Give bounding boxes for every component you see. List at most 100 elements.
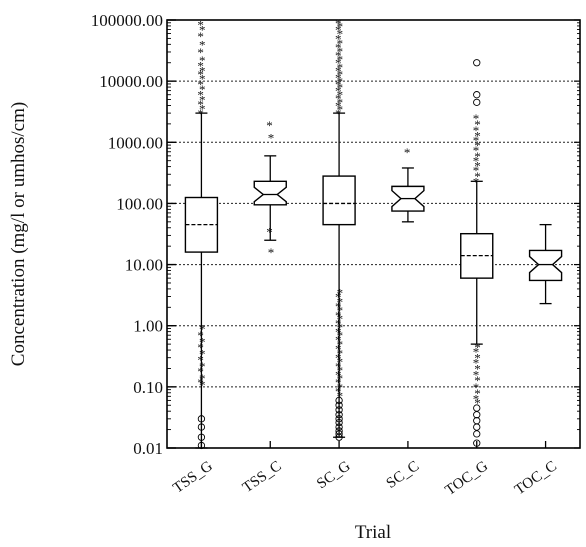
x-tick-label: TOC_C [512, 458, 560, 498]
outlier-star: * [473, 391, 480, 406]
y-tick-label: 1.00 [133, 317, 163, 336]
outlier-star: * [197, 59, 204, 74]
outlier-star: * [335, 316, 342, 331]
box-TOC_C [528, 223, 563, 305]
outlier-star: * [335, 16, 342, 31]
outlier-circle [473, 59, 481, 67]
outlier-star: * [335, 359, 342, 374]
outlier-star: * [337, 363, 344, 378]
y-tick-label: 100000.00 [91, 11, 163, 30]
notched-box [528, 249, 563, 282]
y-tick-label: 100.00 [116, 194, 163, 213]
outlier-star: * [335, 70, 342, 85]
outlier-star: * [197, 364, 204, 379]
outlier-star: * [473, 380, 480, 395]
outlier-star: * [335, 31, 342, 46]
outlier-star: * [337, 380, 344, 395]
outlier-star: * [335, 48, 342, 63]
outlier-star: * [474, 117, 481, 132]
outlier-star: * [337, 354, 344, 369]
box-SC_C: * [391, 145, 425, 223]
outlier-star: * [474, 340, 481, 355]
notched-box [253, 180, 287, 206]
outlier-circle [335, 430, 343, 438]
box-TOC_G: ************************ [460, 59, 494, 447]
outlier-star: * [199, 371, 206, 386]
outlier-star: * [335, 98, 342, 113]
outlier-circle [473, 91, 481, 99]
box-SC_G: ****************************************… [322, 16, 356, 441]
y-tick-label: 0.10 [133, 378, 163, 397]
outlier-star: * [474, 386, 481, 401]
outlier-star: * [473, 133, 480, 148]
outlier-star: * [473, 344, 480, 359]
outlier-star: * [199, 322, 206, 337]
outlier-circle [335, 396, 343, 405]
outlier-star: * [335, 308, 342, 323]
outlier-star: * [337, 44, 344, 59]
outlier-circle [197, 433, 206, 441]
outlier-star: * [473, 356, 480, 371]
outlier-circle [473, 98, 481, 106]
outlier-star: * [335, 332, 342, 347]
outlier-star: * [474, 351, 481, 366]
outlier-star: * [337, 67, 344, 82]
outlier-star: * [337, 294, 344, 309]
outlier-star: * [473, 123, 480, 138]
outlier-star: * [199, 335, 206, 350]
outlier-star: * [335, 56, 342, 71]
outlier-star: * [335, 375, 342, 390]
y-tick-label: 10.00 [125, 256, 163, 275]
outlier-star: * [268, 130, 275, 145]
outlier-star: * [474, 138, 481, 153]
outlier-star: * [337, 80, 344, 95]
outlier-star: * [335, 22, 342, 37]
outlier-circle [335, 433, 343, 441]
outlier-circle [197, 423, 206, 431]
x-tick-label: TSS_G [170, 458, 216, 497]
outlier-star: * [474, 373, 481, 388]
x-tick-label: TSS_C [240, 458, 285, 496]
x-tick-label: SC_G [314, 458, 353, 492]
outlier-circle [335, 411, 343, 419]
outlier-star: * [337, 27, 344, 42]
outlier-star: * [337, 328, 344, 343]
outlier-star: * [337, 74, 344, 89]
y-axis-title: Concentration (mg/l or umhos/cm) [8, 102, 29, 366]
x-axis-category-labels: TSS_G TSS_C SC_G SC_C TOC_G TOC_C [170, 441, 560, 499]
outlier-star: * [474, 361, 481, 376]
outlier-star: * [337, 102, 344, 117]
outlier-star: * [335, 40, 342, 55]
outlier-star: * [337, 60, 344, 75]
outlier-star: * [337, 337, 344, 352]
outlier-star: * [335, 384, 342, 399]
outlier-star: * [337, 371, 344, 386]
outlier-circle [335, 401, 343, 409]
outlier-star: * [337, 88, 344, 103]
outlier-star: * [197, 17, 204, 32]
outlier-star: * [335, 91, 342, 106]
outlier-circle [197, 415, 206, 423]
outlier-circle [335, 415, 343, 423]
x-tick-label: SC_C [384, 458, 423, 492]
outlier-star: * [199, 359, 206, 374]
outlier-star: * [335, 77, 342, 92]
box-TSS_C: **** [253, 118, 287, 260]
outlier-circle [473, 417, 481, 425]
outlier-star: * [474, 158, 481, 173]
plot-area-frame [166, 19, 581, 449]
outlier-star: * [199, 72, 206, 87]
outlier-star: * [199, 53, 206, 68]
outlier-star: * [337, 95, 344, 110]
outlier-star: * [199, 101, 206, 116]
y-tick-label: 10000.00 [99, 72, 163, 91]
outlier-star: * [337, 389, 344, 404]
outlier-star: * [199, 82, 206, 97]
outlier-star: * [335, 342, 342, 357]
x-tick-label: TOC_G [442, 458, 491, 499]
outlier-star: * [197, 97, 204, 112]
box-TSS_G: **************************** [184, 17, 219, 450]
outlier-star: * [337, 285, 344, 300]
outlier-star: * [335, 325, 342, 340]
